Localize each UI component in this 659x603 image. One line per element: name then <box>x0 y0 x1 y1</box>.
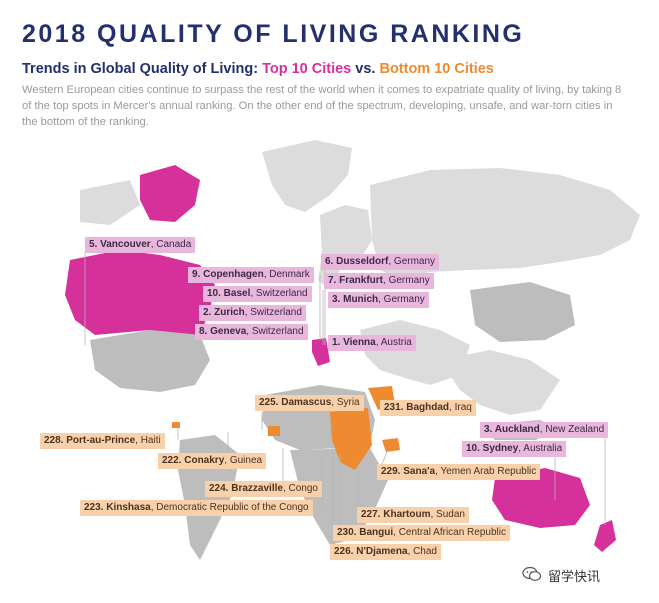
city-name: 223. Kinshasa <box>84 502 151 513</box>
subtitle-lead: Trends in Global Quality of Living: <box>22 61 263 77</box>
intro-text: Western European cities continue to surp… <box>22 84 622 128</box>
city-name: 229. Sana'a <box>381 466 436 477</box>
label-sanaa: 229. Sana'a, Yemen Arab Republic <box>377 464 541 480</box>
watermark-text: 留学快讯 <box>548 570 601 585</box>
label-sydney: 10. Sydney, Australia <box>462 441 567 457</box>
label-bangui: 230. Bangui, Central African Republic <box>333 525 510 541</box>
country-name: , Australia <box>518 443 563 454</box>
country-name: , Canada <box>150 239 192 250</box>
city-name: 9. Copenhagen <box>192 269 264 280</box>
city-name: 5. Vancouver <box>89 239 151 250</box>
subtitle-top: Top 10 Cities <box>262 61 352 77</box>
country-name: , Central African Republic <box>393 527 506 538</box>
label-baghdad: 231. Baghdad, Iraq <box>380 400 476 416</box>
label-vienna: 1. Vienna, Austria <box>328 335 416 351</box>
label-khartoum: 227. Khartoum, Sudan <box>357 507 469 523</box>
subtitle-bottom: Bottom 10 Cities <box>379 61 494 77</box>
country-name: , Syria <box>331 397 360 408</box>
city-name: 1. Vienna <box>332 337 376 348</box>
city-name: 226. N'Djamena <box>334 546 408 557</box>
city-name: 228. Port-au-Prince <box>44 435 136 446</box>
country-name: , New Zealand <box>539 424 605 435</box>
country-name: , Switzerland <box>250 288 308 299</box>
country-name: , Yemen Arab Republic <box>435 466 537 477</box>
city-name: 2. Zurich <box>203 307 245 318</box>
label-brazzaville: 224. Brazzaville, Congo <box>205 481 322 497</box>
city-name: 7. Frankfurt <box>328 275 384 286</box>
city-name: 10. Sydney <box>466 443 519 454</box>
top-cities-highlight <box>65 165 616 552</box>
country-name: , Denmark <box>263 269 310 280</box>
city-name: 225. Damascus <box>259 397 332 408</box>
label-ndjamena: 226. N'Djamena, Chad <box>330 544 441 560</box>
country-name: , Germany <box>383 275 430 286</box>
label-conakry: 222. Conakry, Guinea <box>158 453 267 469</box>
label-auckland: 3. Auckland, New Zealand <box>480 422 609 438</box>
country-name: , Germany <box>378 294 425 305</box>
label-frankfurt: 7. Frankfurt, Germany <box>324 273 434 289</box>
subtitle: Trends in Global Quality of Living: Top … <box>22 61 494 77</box>
label-geneva: 8. Geneva, Switzerland <box>195 324 308 340</box>
label-port-au-prince: 228. Port-au-Prince, Haiti <box>40 433 165 449</box>
country-name: , Congo <box>282 483 318 494</box>
label-dusseldorf: 6. Dusseldorf, Germany <box>321 254 440 270</box>
country-name: , Iraq <box>449 402 472 413</box>
country-name: , Switzerland <box>244 307 302 318</box>
country-name: , Austria <box>375 337 412 348</box>
city-name: 222. Conakry <box>162 455 225 466</box>
country-name: , Haiti <box>135 435 161 446</box>
country-name: , Guinea <box>224 455 263 466</box>
label-munich: 3. Munich, Germany <box>328 292 429 308</box>
country-name: , Sudan <box>430 509 465 520</box>
label-vancouver: 5. Vancouver, Canada <box>85 237 196 253</box>
city-name: 230. Bangui <box>337 527 394 538</box>
label-copenhagen: 9. Copenhagen, Denmark <box>188 267 314 283</box>
country-name: , Germany <box>388 256 436 267</box>
label-basel: 10. Basel, Switzerland <box>203 286 312 302</box>
city-name: 231. Baghdad <box>384 402 450 413</box>
city-name: 3. Munich <box>332 294 379 305</box>
label-zurich: 2. Zurich, Switzerland <box>199 305 306 321</box>
city-name: 227. Khartoum <box>361 509 431 520</box>
city-name: 6. Dusseldorf <box>325 256 389 267</box>
city-name: 224. Brazzaville <box>209 483 283 494</box>
country-name: , Democratic Republic of the Congo <box>150 502 309 513</box>
subtitle-vs: vs. <box>351 61 380 77</box>
country-name: , Chad <box>407 546 437 557</box>
country-name: , Switzerland <box>246 326 304 337</box>
label-kinshasa: 223. Kinshasa, Democratic Republic of th… <box>80 500 313 516</box>
city-name: 3. Auckland <box>484 424 540 435</box>
page-title: 2018 QUALITY OF LIVING RANKING <box>22 20 525 48</box>
city-name: 8. Geneva <box>199 326 247 337</box>
label-damascus: 225. Damascus, Syria <box>255 395 364 411</box>
wechat-icon <box>522 566 542 581</box>
city-name: 10. Basel <box>207 288 251 299</box>
